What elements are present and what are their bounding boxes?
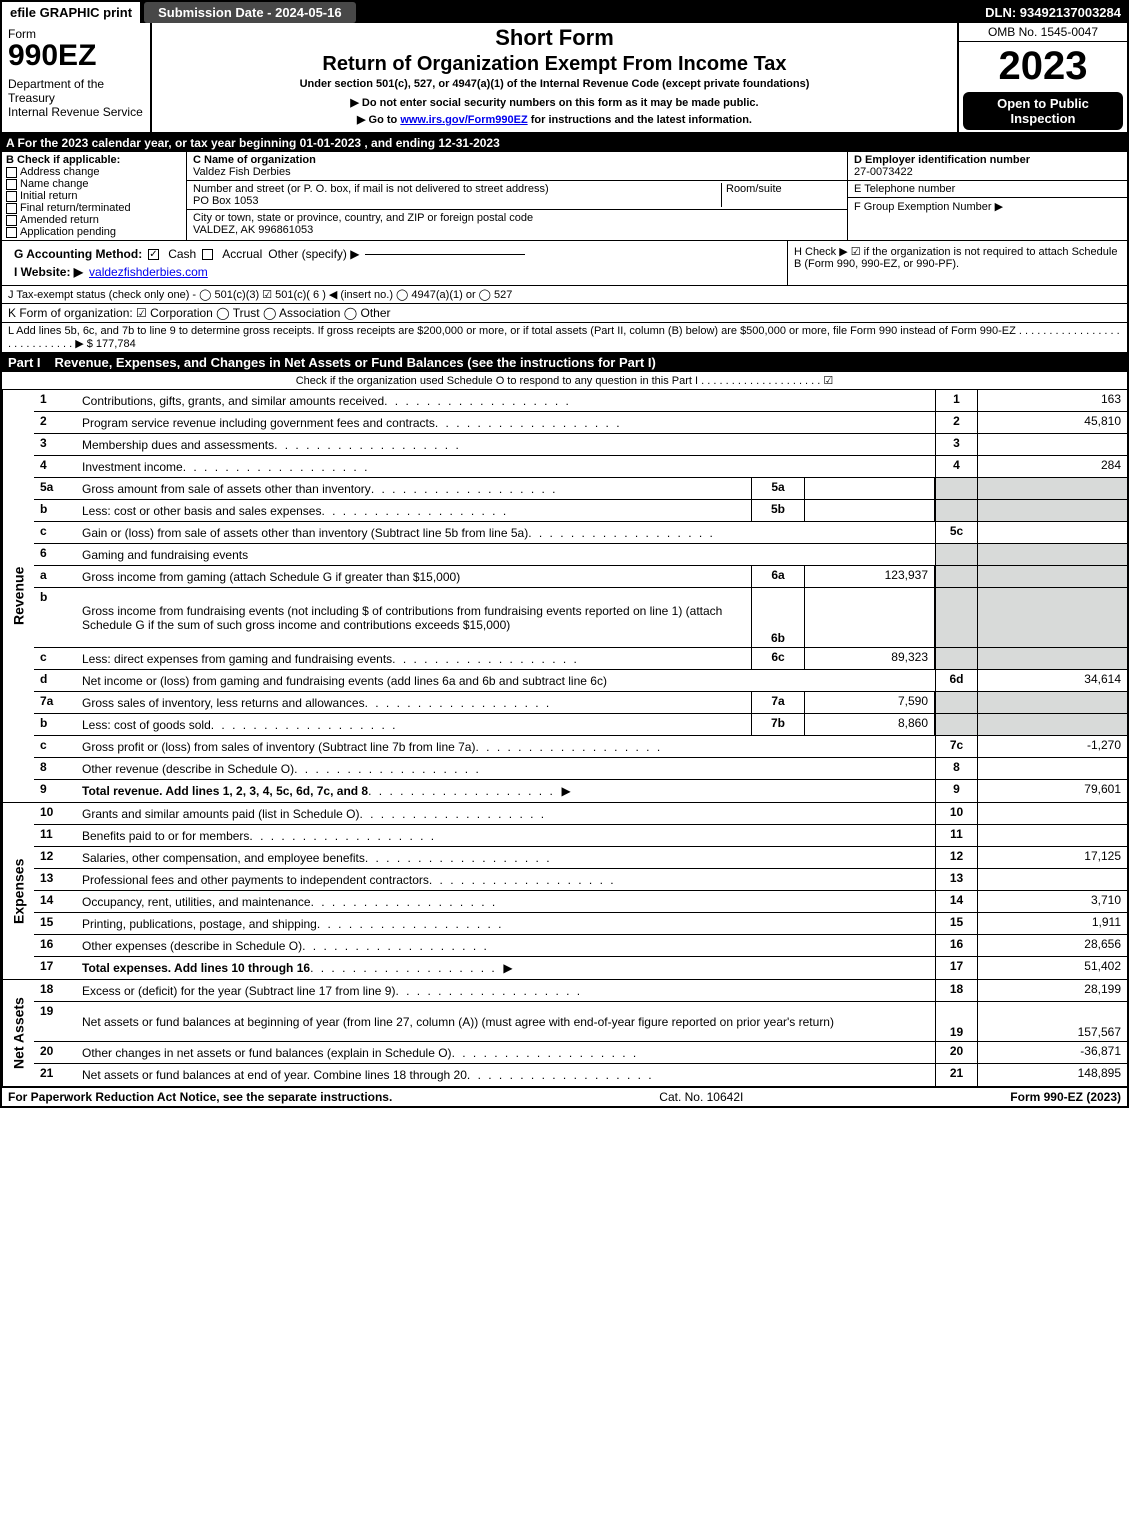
h-checkbox-text: H Check ▶ ☑ if the organization is not r… (787, 241, 1127, 285)
row-k: K Form of organization: ☑ Corporation ◯ … (2, 304, 1127, 323)
part-i-sub: Check if the organization used Schedule … (2, 372, 1127, 390)
submission-date: Submission Date - 2024-05-16 (144, 2, 356, 23)
street-label: Number and street (or P. O. box, if mail… (193, 183, 549, 195)
cb-name-change[interactable] (6, 179, 17, 190)
cb-accrual[interactable] (202, 249, 213, 260)
public-inspection-badge: Open to Public Inspection (963, 92, 1123, 130)
cb-initial-return[interactable] (6, 191, 17, 202)
cb-pending[interactable] (6, 227, 17, 238)
title-short-form: Short Form (160, 25, 949, 51)
part-i-header: Part I Revenue, Expenses, and Changes in… (2, 353, 1127, 372)
omb-number: OMB No. 1545-0047 (959, 23, 1127, 42)
c-label: C Name of organization (193, 154, 316, 166)
row-a-period: A For the 2023 calendar year, or tax yea… (2, 134, 1127, 152)
netassets-table: Net Assets 18Excess or (deficit) for the… (2, 980, 1127, 1088)
g-label: G Accounting Method: (14, 247, 142, 261)
f-label: F Group Exemption Number ▶ (848, 198, 1127, 215)
org-name: Valdez Fish Derbies (193, 166, 291, 178)
form-number: 990EZ (8, 41, 144, 71)
cb-final-return[interactable] (6, 203, 17, 214)
irs-link[interactable]: www.irs.gov/Form990EZ (400, 114, 527, 126)
revenue-table: Revenue 1Contributions, gifts, grants, a… (2, 390, 1127, 803)
d-label: D Employer identification number (854, 154, 1030, 166)
section-b: B Check if applicable: Address change Na… (2, 152, 1127, 241)
title-return: Return of Organization Exempt From Incom… (160, 53, 949, 76)
row-j: J Tax-exempt status (check only one) - ◯… (2, 286, 1127, 304)
netassets-vlabel: Net Assets (2, 980, 34, 1086)
other-specify-input[interactable] (365, 254, 525, 255)
note-link: ▶ Go to www.irs.gov/Form990EZ for instru… (160, 113, 949, 126)
city-label: City or town, state or province, country… (193, 212, 533, 224)
cb-cash[interactable] (148, 249, 159, 260)
form-header: Form 990EZ Department of the Treasury In… (2, 23, 1127, 134)
footer-left: For Paperwork Reduction Act Notice, see … (8, 1090, 392, 1104)
form-990ez: efile GRAPHIC print Submission Date - 20… (0, 0, 1129, 1108)
row-l: L Add lines 5b, 6c, and 7b to line 9 to … (2, 323, 1127, 353)
subtitle: Under section 501(c), 527, or 4947(a)(1)… (160, 78, 949, 90)
footer-mid: Cat. No. 10642I (659, 1090, 743, 1104)
i-label: I Website: ▶ (14, 265, 83, 279)
tax-year: 2023 (959, 42, 1127, 90)
room-label: Room/suite (721, 183, 841, 207)
e-label: E Telephone number (848, 181, 1127, 198)
top-bar: efile GRAPHIC print Submission Date - 20… (2, 2, 1127, 23)
b-label: B Check if applicable: (6, 154, 120, 166)
expenses-vlabel: Expenses (2, 803, 34, 979)
dept-label: Department of the Treasury Internal Reve… (8, 77, 144, 119)
expenses-table: Expenses 10Grants and similar amounts pa… (2, 803, 1127, 980)
cb-amended[interactable] (6, 215, 17, 226)
website-link[interactable]: valdezfishderbies.com (89, 265, 208, 279)
efile-label: efile GRAPHIC print (2, 2, 140, 23)
city: VALDEZ, AK 996861053 (193, 224, 313, 236)
footer-right: Form 990-EZ (2023) (1010, 1090, 1121, 1104)
note-ssn: ▶ Do not enter social security numbers o… (160, 96, 949, 109)
ein: 27-0073422 (854, 166, 913, 178)
footer: For Paperwork Reduction Act Notice, see … (2, 1088, 1127, 1106)
dln: DLN: 93492137003284 (979, 2, 1127, 23)
cb-address-change[interactable] (6, 167, 17, 178)
street: PO Box 1053 (193, 195, 258, 207)
revenue-vlabel: Revenue (2, 390, 34, 802)
